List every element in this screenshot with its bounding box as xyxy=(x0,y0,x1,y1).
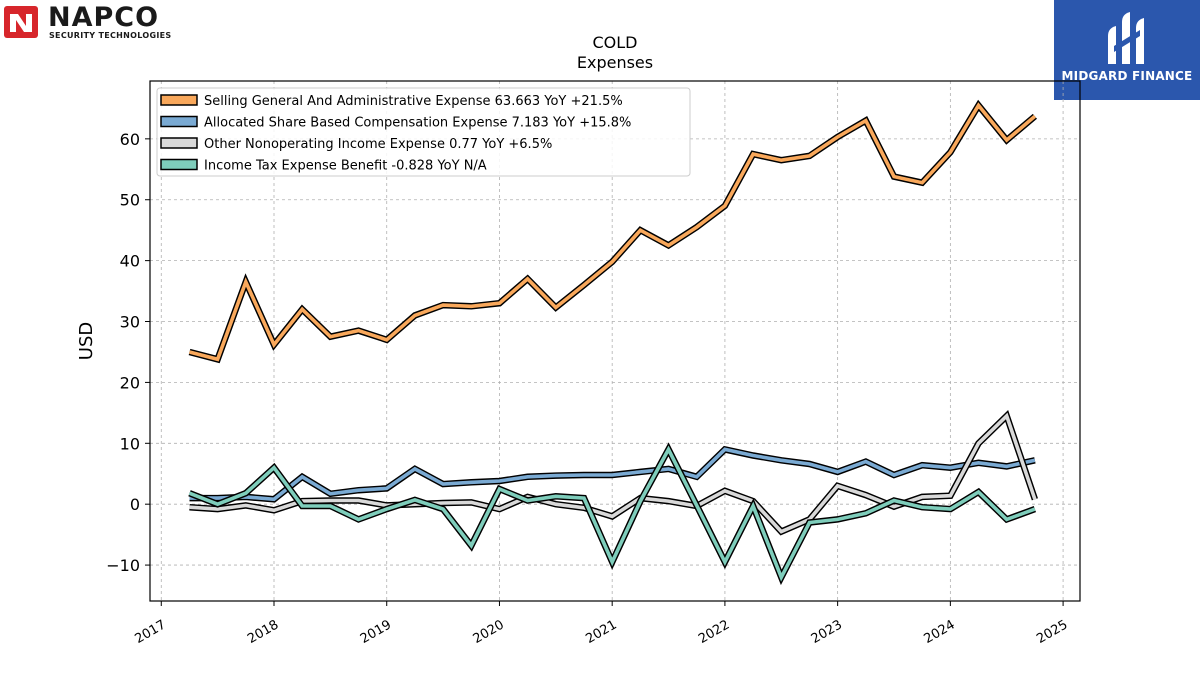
x-tick-label: 2019 xyxy=(358,617,394,647)
y-tick-label: 20 xyxy=(120,373,140,392)
axes: 2017 2018 2019 2020 2021 2022 2023 2024 2025 −10 0… xyxy=(106,130,1070,647)
series-1 xyxy=(188,99,1037,364)
legend-box xyxy=(156,87,691,177)
midgard-emblem-icon xyxy=(1108,12,1144,64)
y-tick-label: 30 xyxy=(120,313,140,332)
y-tick-label: 10 xyxy=(120,434,140,453)
legend-swatch xyxy=(160,115,198,128)
legend-entry: Selling General And Administrative Expen… xyxy=(204,94,623,109)
legend-entry: Allocated Share Based Compensation Expen… xyxy=(204,116,631,131)
y-tick-label: 40 xyxy=(120,252,140,271)
midgard-logo-name: MIDGARD FINANCE xyxy=(1061,69,1193,83)
chart-title: COLD xyxy=(592,33,638,52)
napco-logo-sub: SECURITY TECHNOLOGIES xyxy=(49,31,172,40)
legend-swatch xyxy=(160,94,198,106)
x-tick-label: 2022 xyxy=(696,617,732,647)
legend-swatch xyxy=(160,137,198,149)
x-tick-label: 2025 xyxy=(1034,617,1070,647)
series-line xyxy=(189,102,1037,362)
napco-logo-word: NAPCO xyxy=(48,2,160,33)
legend-swatch xyxy=(160,158,198,171)
series-3 xyxy=(189,409,1038,536)
x-tick-label: 2018 xyxy=(245,617,281,647)
chart-subtitle: Expenses xyxy=(576,53,654,72)
plot-frame xyxy=(149,80,1081,602)
series-line xyxy=(188,445,1036,582)
series-line xyxy=(189,412,1037,534)
y-tick-label: 60 xyxy=(120,130,140,149)
x-tick-label: 2020 xyxy=(471,617,507,647)
y-tick-label: −10 xyxy=(106,556,140,575)
series-line xyxy=(189,447,1036,502)
legend-entry: Other Nonoperating Income Expense 0.77 Y… xyxy=(204,137,552,152)
y-axis-label: USD xyxy=(76,322,97,360)
series-4 xyxy=(188,442,1037,586)
x-tick-label: 2024 xyxy=(922,617,958,647)
series-lines xyxy=(188,99,1038,586)
x-tick-label: 2023 xyxy=(809,617,845,647)
midgard-finance-logo: MIDGARD FINANCE xyxy=(1054,0,1200,100)
y-tick-label: 50 xyxy=(120,191,140,210)
series-2 xyxy=(189,445,1036,503)
legend-entry: Income Tax Expense Benefit -0.828 YoY N/… xyxy=(204,159,487,174)
napco-logo: NAPCO SECURITY TECHNOLOGIES xyxy=(4,2,214,44)
x-tick-label: 2017 xyxy=(132,617,168,647)
napco-emblem-icon xyxy=(4,6,38,38)
x-tick-label: 2021 xyxy=(583,617,619,647)
y-tick-label: 0 xyxy=(130,495,140,514)
legend: Selling General And Administrative Expen… xyxy=(156,87,691,177)
